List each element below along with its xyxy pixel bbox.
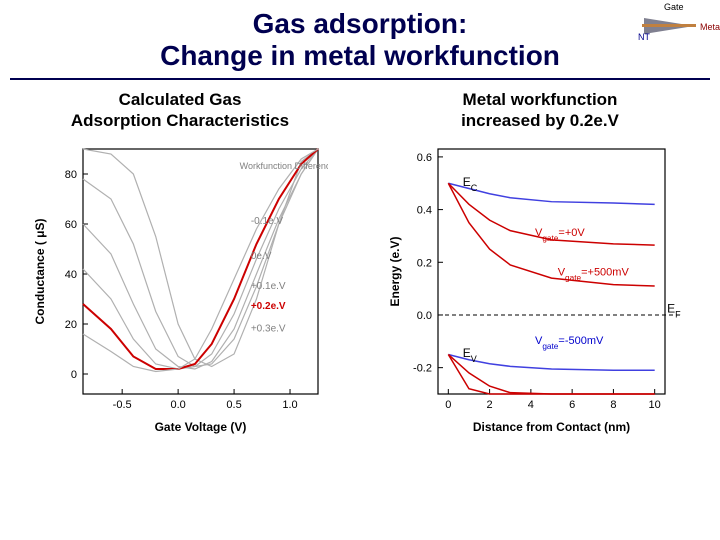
- svg-text:-0.5: -0.5: [112, 399, 131, 411]
- svg-text:8: 8: [610, 399, 616, 411]
- nt-label: NT: [638, 32, 650, 42]
- right-subtitle-l2: increased by 0.2e.V: [461, 111, 619, 130]
- nt-bar-icon: [642, 24, 696, 27]
- svg-text:Conductance ( μS): Conductance ( μS): [33, 219, 47, 325]
- main-title: Gas adsorption: Change in metal workfunc…: [0, 0, 720, 76]
- right-subtitle: Metal workfunction increased by 0.2e.V: [378, 90, 702, 131]
- title-line2: Change in metal workfunction: [160, 40, 560, 71]
- right-subtitle-l1: Metal workfunction: [463, 90, 618, 109]
- device-schematic: Gate Metal NT: [636, 2, 716, 52]
- title-line1: Gas adsorption:: [253, 8, 468, 39]
- svg-text:EC: EC: [462, 175, 477, 193]
- svg-text:10: 10: [648, 399, 660, 411]
- energy-chart: 0 2 4 6 8 10 -0.2 0.0 0.2 0.4 0.6 Distance from Con…: [383, 139, 693, 439]
- svg-text:20: 20: [64, 319, 76, 331]
- svg-text:Workfunction Difference=-0.2e.: Workfunction Difference=-0.2e.V: [239, 161, 327, 171]
- svg-text:EV: EV: [462, 346, 476, 364]
- left-subtitle-l1: Calculated Gas: [119, 90, 242, 109]
- svg-text:EF: EF: [667, 301, 681, 319]
- svg-text:0.6: 0.6: [416, 152, 431, 164]
- svg-text:+0.3e.V: +0.3e.V: [250, 324, 285, 335]
- svg-text:0: 0: [70, 369, 76, 381]
- svg-text:4: 4: [527, 399, 533, 411]
- metal-label: Metal: [700, 22, 720, 32]
- svg-text:0e.V: 0e.V: [250, 251, 271, 262]
- svg-text:40: 40: [64, 269, 76, 281]
- svg-text:Vgate=+500mV: Vgate=+500mV: [557, 267, 629, 283]
- svg-text:80: 80: [64, 169, 76, 181]
- svg-text:0: 0: [445, 399, 451, 411]
- left-subtitle: Calculated Gas Adsorption Characteristic…: [18, 90, 342, 131]
- svg-text:0.0: 0.0: [416, 310, 431, 322]
- svg-text:Distance from Contact (nm): Distance from Contact (nm): [472, 420, 629, 434]
- svg-text:0.2: 0.2: [416, 257, 431, 269]
- gate-label: Gate: [664, 2, 684, 12]
- svg-text:2: 2: [486, 399, 492, 411]
- subtitle-row: Calculated Gas Adsorption Characteristic…: [0, 90, 720, 131]
- svg-text:Energy (e.V): Energy (e.V): [388, 237, 402, 307]
- svg-text:60: 60: [64, 219, 76, 231]
- svg-text:6: 6: [569, 399, 575, 411]
- svg-text:1.0: 1.0: [282, 399, 297, 411]
- svg-text:Vgate=-500mV: Vgate=-500mV: [534, 335, 603, 351]
- svg-text:+0.1e.V: +0.1e.V: [250, 281, 285, 292]
- svg-text:Gate Voltage (V): Gate Voltage (V): [154, 420, 246, 434]
- charts-row: -0.50.00.51.0020406080Gate Voltage (V)Co…: [0, 139, 720, 444]
- title-underline: [10, 78, 710, 80]
- conductance-chart: -0.5 0.0 0.5 1.0 0 20 40 60 80 Gate Voltage (V) Co…: [28, 139, 328, 439]
- left-subtitle-l2: Adsorption Characteristics: [71, 111, 289, 130]
- svg-text:-0.1e.V: -0.1e.V: [250, 216, 283, 227]
- svg-text:+0.2e.V: +0.2e.V: [250, 301, 285, 312]
- svg-text:0.5: 0.5: [226, 399, 241, 411]
- svg-text:0.0: 0.0: [170, 399, 185, 411]
- left-chart: -0.5 0.0 0.5 1.0 0 20 40 60 80 Gate Voltage (V) Co…: [28, 139, 328, 444]
- right-chart: 0 2 4 6 8 10 -0.2 0.0 0.2 0.4 0.6 Distance from Con…: [383, 139, 693, 444]
- svg-text:0.4: 0.4: [416, 205, 431, 217]
- svg-text:-0.2: -0.2: [413, 363, 432, 375]
